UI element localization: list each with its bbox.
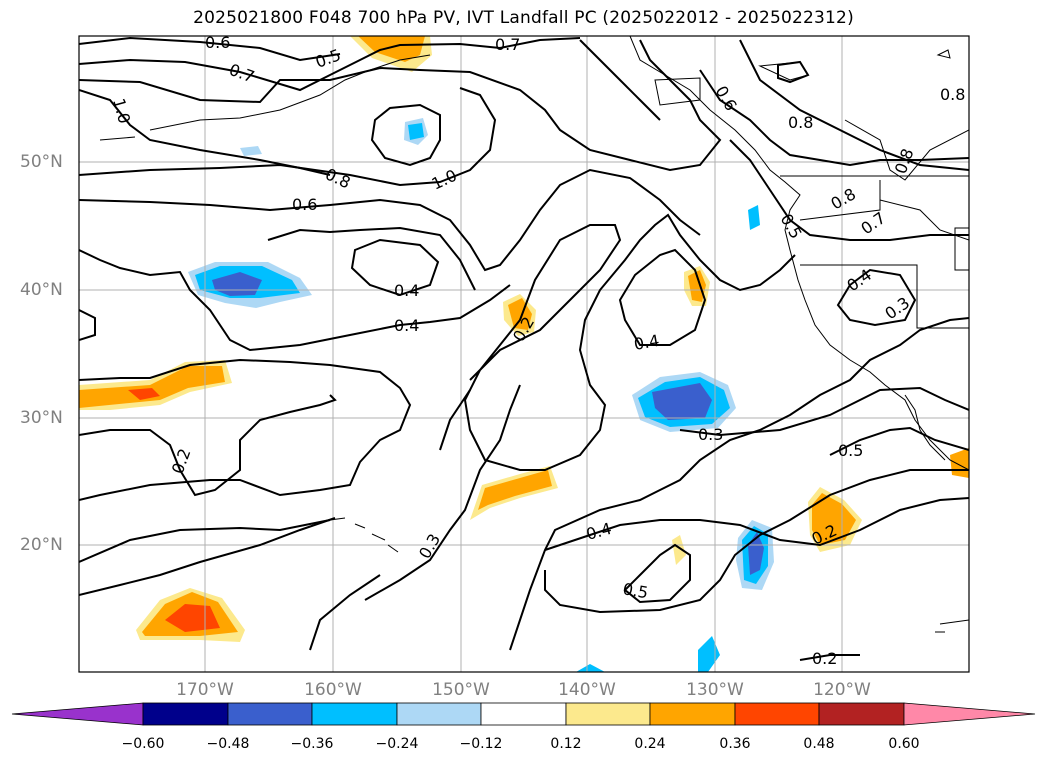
colorbar-extend-max: [903, 702, 1036, 726]
colorbar-tick: −0.12: [459, 736, 503, 752]
contour-label: 0.4: [394, 281, 419, 300]
contour-label: 0.4: [394, 316, 419, 335]
map-frame: [78, 35, 970, 673]
lon-label: 120°W: [813, 680, 871, 700]
colorbar-extend-min: [11, 702, 144, 726]
contour-label: 0.3: [698, 425, 723, 444]
colorbar-tick: 0.12: [550, 736, 582, 752]
colorbar: [11, 702, 1036, 726]
colorbar-tick: −0.24: [375, 736, 419, 752]
lon-label: 140°W: [558, 680, 616, 700]
contour-label: 0.2: [812, 649, 837, 668]
lon-label: 160°W: [304, 680, 362, 700]
colorbar-tick: 0.24: [634, 736, 666, 752]
lat-label: 20°N: [20, 535, 63, 555]
lat-label: 50°N: [20, 152, 63, 172]
contour-label: 0.5: [621, 579, 649, 602]
lon-label: 150°W: [432, 680, 490, 700]
colorbar-tick: 0.48: [803, 736, 835, 752]
lat-label: 30°N: [20, 408, 63, 428]
map-background: [79, 36, 969, 672]
colorbar-tick: 0.60: [888, 736, 920, 752]
contour-label: 0.4: [632, 331, 660, 354]
contour-label: 0.6: [205, 33, 230, 52]
lat-label: 40°N: [20, 280, 63, 300]
contour-label: 0.7: [495, 35, 520, 54]
colorbar-tick: 0.36: [719, 736, 751, 752]
contour-label: 0.6: [292, 195, 317, 214]
contour-label: 0.8: [788, 113, 813, 132]
colorbar-tick: −0.48: [206, 736, 250, 752]
contour-label: 0.8: [940, 85, 965, 104]
lon-label: 130°W: [686, 680, 744, 700]
map-title: 2025021800 F048 700 hPa PV, IVT Landfall…: [193, 8, 854, 28]
colorbar-tick: −0.36: [290, 736, 334, 752]
contour-label: 0.5: [838, 441, 863, 460]
colorbar-tick: −0.60: [121, 736, 165, 752]
pv-contours: [79, 36, 969, 661]
lon-label: 170°W: [176, 680, 234, 700]
